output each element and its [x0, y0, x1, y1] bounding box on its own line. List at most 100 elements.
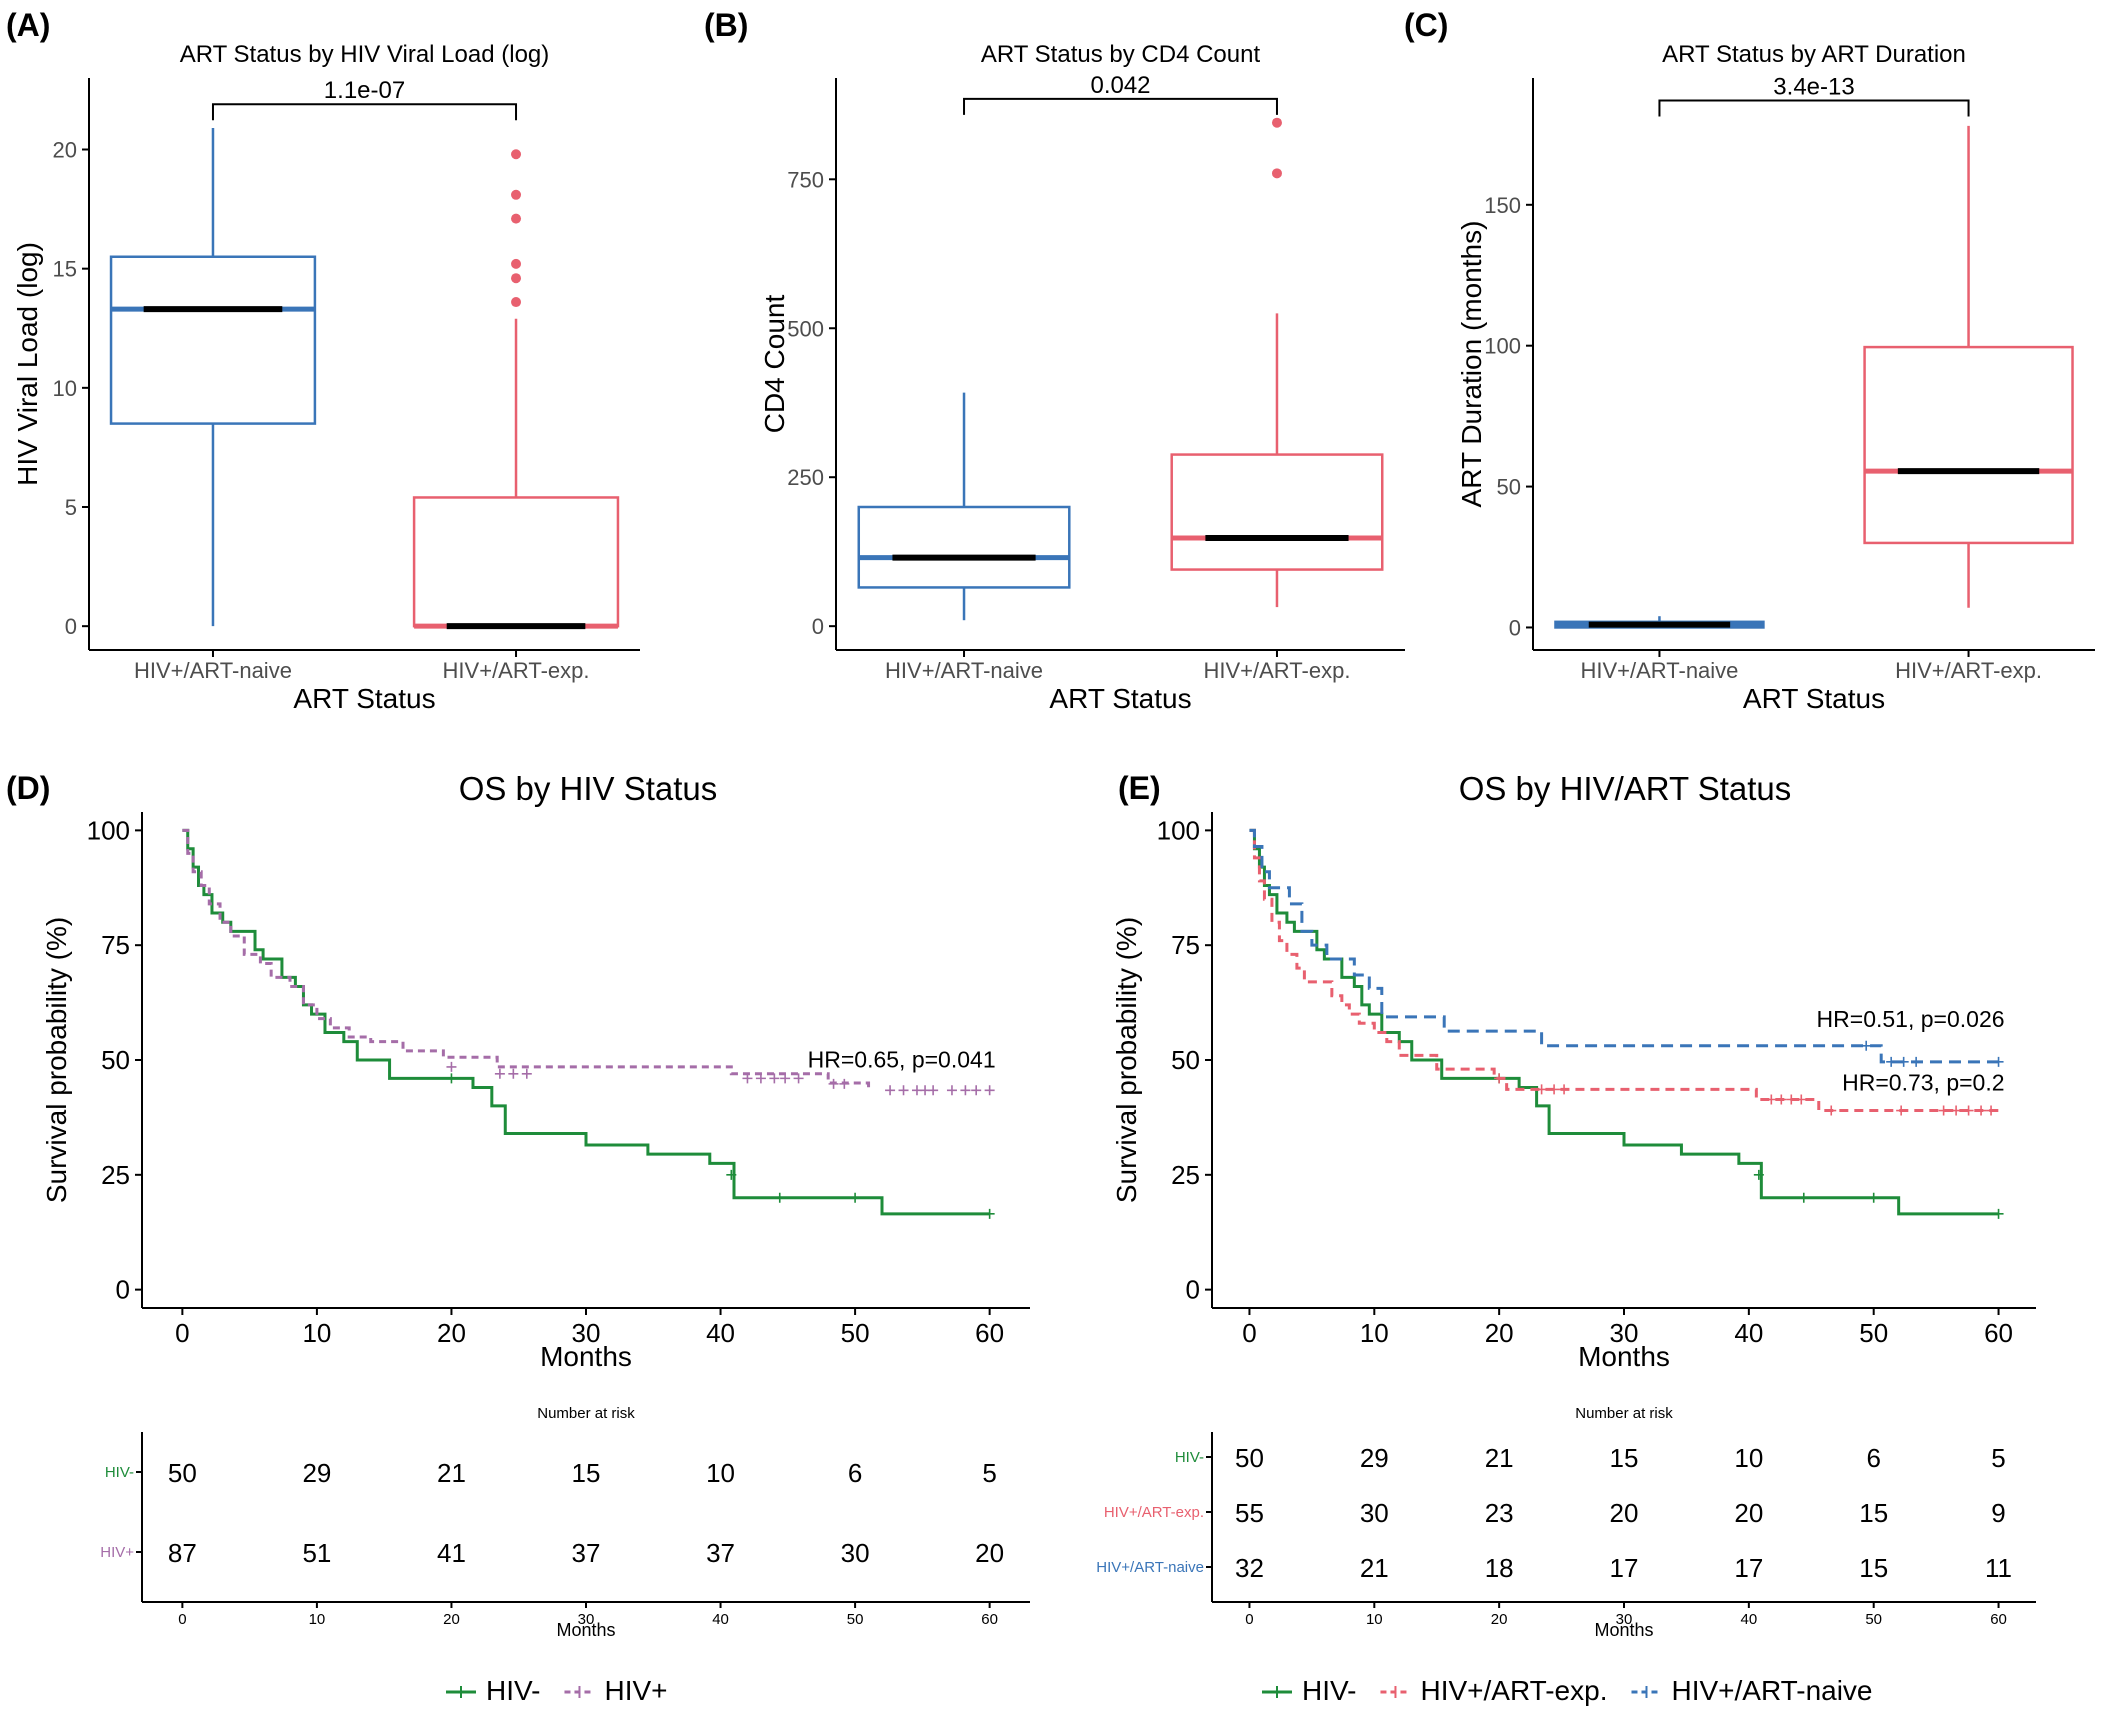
survival-curve-2 [1249, 828, 1999, 1064]
y-tick-label: 100 [1157, 815, 1200, 845]
x-tick-label: HIV+/ART-exp. [1204, 658, 1351, 683]
legend-label: HIV- [486, 1675, 540, 1706]
risk-row-label: HIV- [105, 1464, 134, 1481]
risk-table-title: Number at risk [1575, 1405, 1673, 1422]
censor-mark [742, 1073, 753, 1084]
x-tick-label: 20 [1485, 1318, 1514, 1348]
panel-label: (D) [6, 770, 50, 806]
x-tick-label: 30 [1610, 1318, 1639, 1348]
censor-mark [1938, 1105, 1949, 1116]
censor-mark [1549, 1084, 1560, 1095]
censor-mark [769, 1073, 780, 1084]
risk-x-tick-label: 10 [1366, 1611, 1383, 1628]
censor-mark [1766, 1094, 1777, 1105]
censor-mark [1886, 1056, 1897, 1067]
x-tick-label: 20 [437, 1318, 466, 1348]
risk-count: 17 [1610, 1553, 1639, 1583]
y-tick-label: 10 [53, 376, 77, 401]
censor-mark [1993, 1208, 2004, 1219]
y-tick-label: 0 [65, 614, 77, 639]
y-tick-label: 0 [1509, 615, 1521, 640]
x-tick-label: HIV+/ART-naive [885, 658, 1043, 683]
risk-x-tick-label: 60 [1990, 1611, 2007, 1628]
x-tick-label: 60 [1984, 1318, 2013, 1348]
y-tick-label: 75 [1171, 930, 1200, 960]
risk-count: 50 [1235, 1443, 1264, 1473]
outlier-point [511, 297, 522, 308]
risk-x-tick-label: 10 [309, 1611, 326, 1628]
y-tick-label: 50 [1497, 475, 1521, 500]
panel-title: ART Status by ART Duration [1662, 41, 1966, 68]
risk-x-tick-label: 30 [578, 1611, 595, 1628]
box-0 [857, 392, 1071, 621]
censor-mark [984, 1208, 995, 1219]
censor-mark [755, 1073, 766, 1084]
x-axis-title: Months [540, 1341, 632, 1372]
censor-mark [1536, 1084, 1547, 1095]
risk-count: 37 [572, 1538, 601, 1568]
x-tick-label: 10 [302, 1318, 331, 1348]
y-tick-label: 0 [116, 1275, 130, 1305]
risk-count: 5 [982, 1458, 996, 1488]
censor-mark [1898, 1056, 1909, 1067]
risk-count: 15 [1859, 1553, 1888, 1583]
risk-row-label: HIV+/ART-exp. [1104, 1504, 1204, 1521]
x-tick-label: 0 [175, 1318, 189, 1348]
risk-count: 37 [706, 1538, 735, 1568]
hr-annotation: HR=0.73, p=0.2 [1842, 1069, 2004, 1095]
outlier-point [511, 258, 522, 269]
outlier-point [1271, 168, 1282, 179]
survival-curve-0 [182, 828, 990, 1216]
risk-table-title: Number at risk [537, 1405, 635, 1422]
box-panel-2: (C) ART Status by ART Duration 0 50 100 150 HI… [1404, 7, 2095, 714]
censor-mark [1559, 1084, 1570, 1095]
y-tick-label: 15 [53, 257, 77, 282]
risk-x-tick-label: 0 [178, 1611, 186, 1628]
censor-mark [850, 1192, 861, 1203]
box-iqr [1170, 453, 1384, 571]
box-1 [412, 149, 620, 630]
censor-mark [1951, 1105, 1962, 1116]
y-axis-title: CD4 Count [759, 295, 790, 434]
y-tick-label: 100 [1484, 334, 1521, 359]
risk-count: 9 [1991, 1498, 2005, 1528]
censor-mark [1911, 1056, 1922, 1067]
y-tick-label: 50 [1171, 1045, 1200, 1075]
survival-curve-0 [1249, 828, 1999, 1216]
risk-count: 17 [1734, 1553, 1763, 1583]
y-tick-label: 750 [787, 167, 824, 192]
censor-mark [446, 1073, 457, 1084]
survival-curve-1 [182, 828, 871, 1091]
risk-count: 32 [1235, 1553, 1264, 1583]
y-tick-label: 20 [53, 138, 77, 163]
censor-mark [1494, 1073, 1505, 1084]
censor-mark [971, 1085, 982, 1096]
risk-count: 10 [706, 1458, 735, 1488]
y-axis-title: HIV Viral Load (log) [12, 242, 43, 486]
x-axis-title: ART Status [1049, 683, 1191, 714]
legend-label: HIV+/ART-exp. [1420, 1675, 1607, 1706]
x-tick-label: 40 [1734, 1318, 1763, 1348]
censor-mark [793, 1073, 804, 1084]
legend-label: HIV+ [604, 1675, 667, 1706]
x-tick-label: HIV+/ART-exp. [443, 658, 590, 683]
x-tick-label: HIV+/ART-exp. [1895, 658, 2042, 683]
risk-count: 18 [1485, 1553, 1514, 1583]
censor-mark [946, 1085, 957, 1096]
risk-count: 50 [168, 1458, 197, 1488]
x-axis-title: ART Status [293, 683, 435, 714]
y-tick-label: 50 [101, 1045, 130, 1075]
risk-count: 21 [437, 1458, 466, 1488]
panel-title: ART Status by HIV Viral Load (log) [180, 41, 550, 68]
legend-label: HIV- [1302, 1675, 1356, 1706]
risk-x-tick-label: 60 [981, 1611, 998, 1628]
censor-mark [984, 1085, 995, 1096]
x-tick-label: 30 [572, 1318, 601, 1348]
outlier-point [511, 149, 522, 160]
box-panel-0: (A) ART Status by HIV Viral Load (log) 0 5 1… [6, 7, 640, 714]
censor-mark [1826, 1105, 1837, 1116]
risk-count: 15 [1610, 1443, 1639, 1473]
box-iqr [109, 255, 317, 425]
x-axis-title: ART Status [1743, 683, 1885, 714]
censor-mark [1993, 1056, 2004, 1067]
